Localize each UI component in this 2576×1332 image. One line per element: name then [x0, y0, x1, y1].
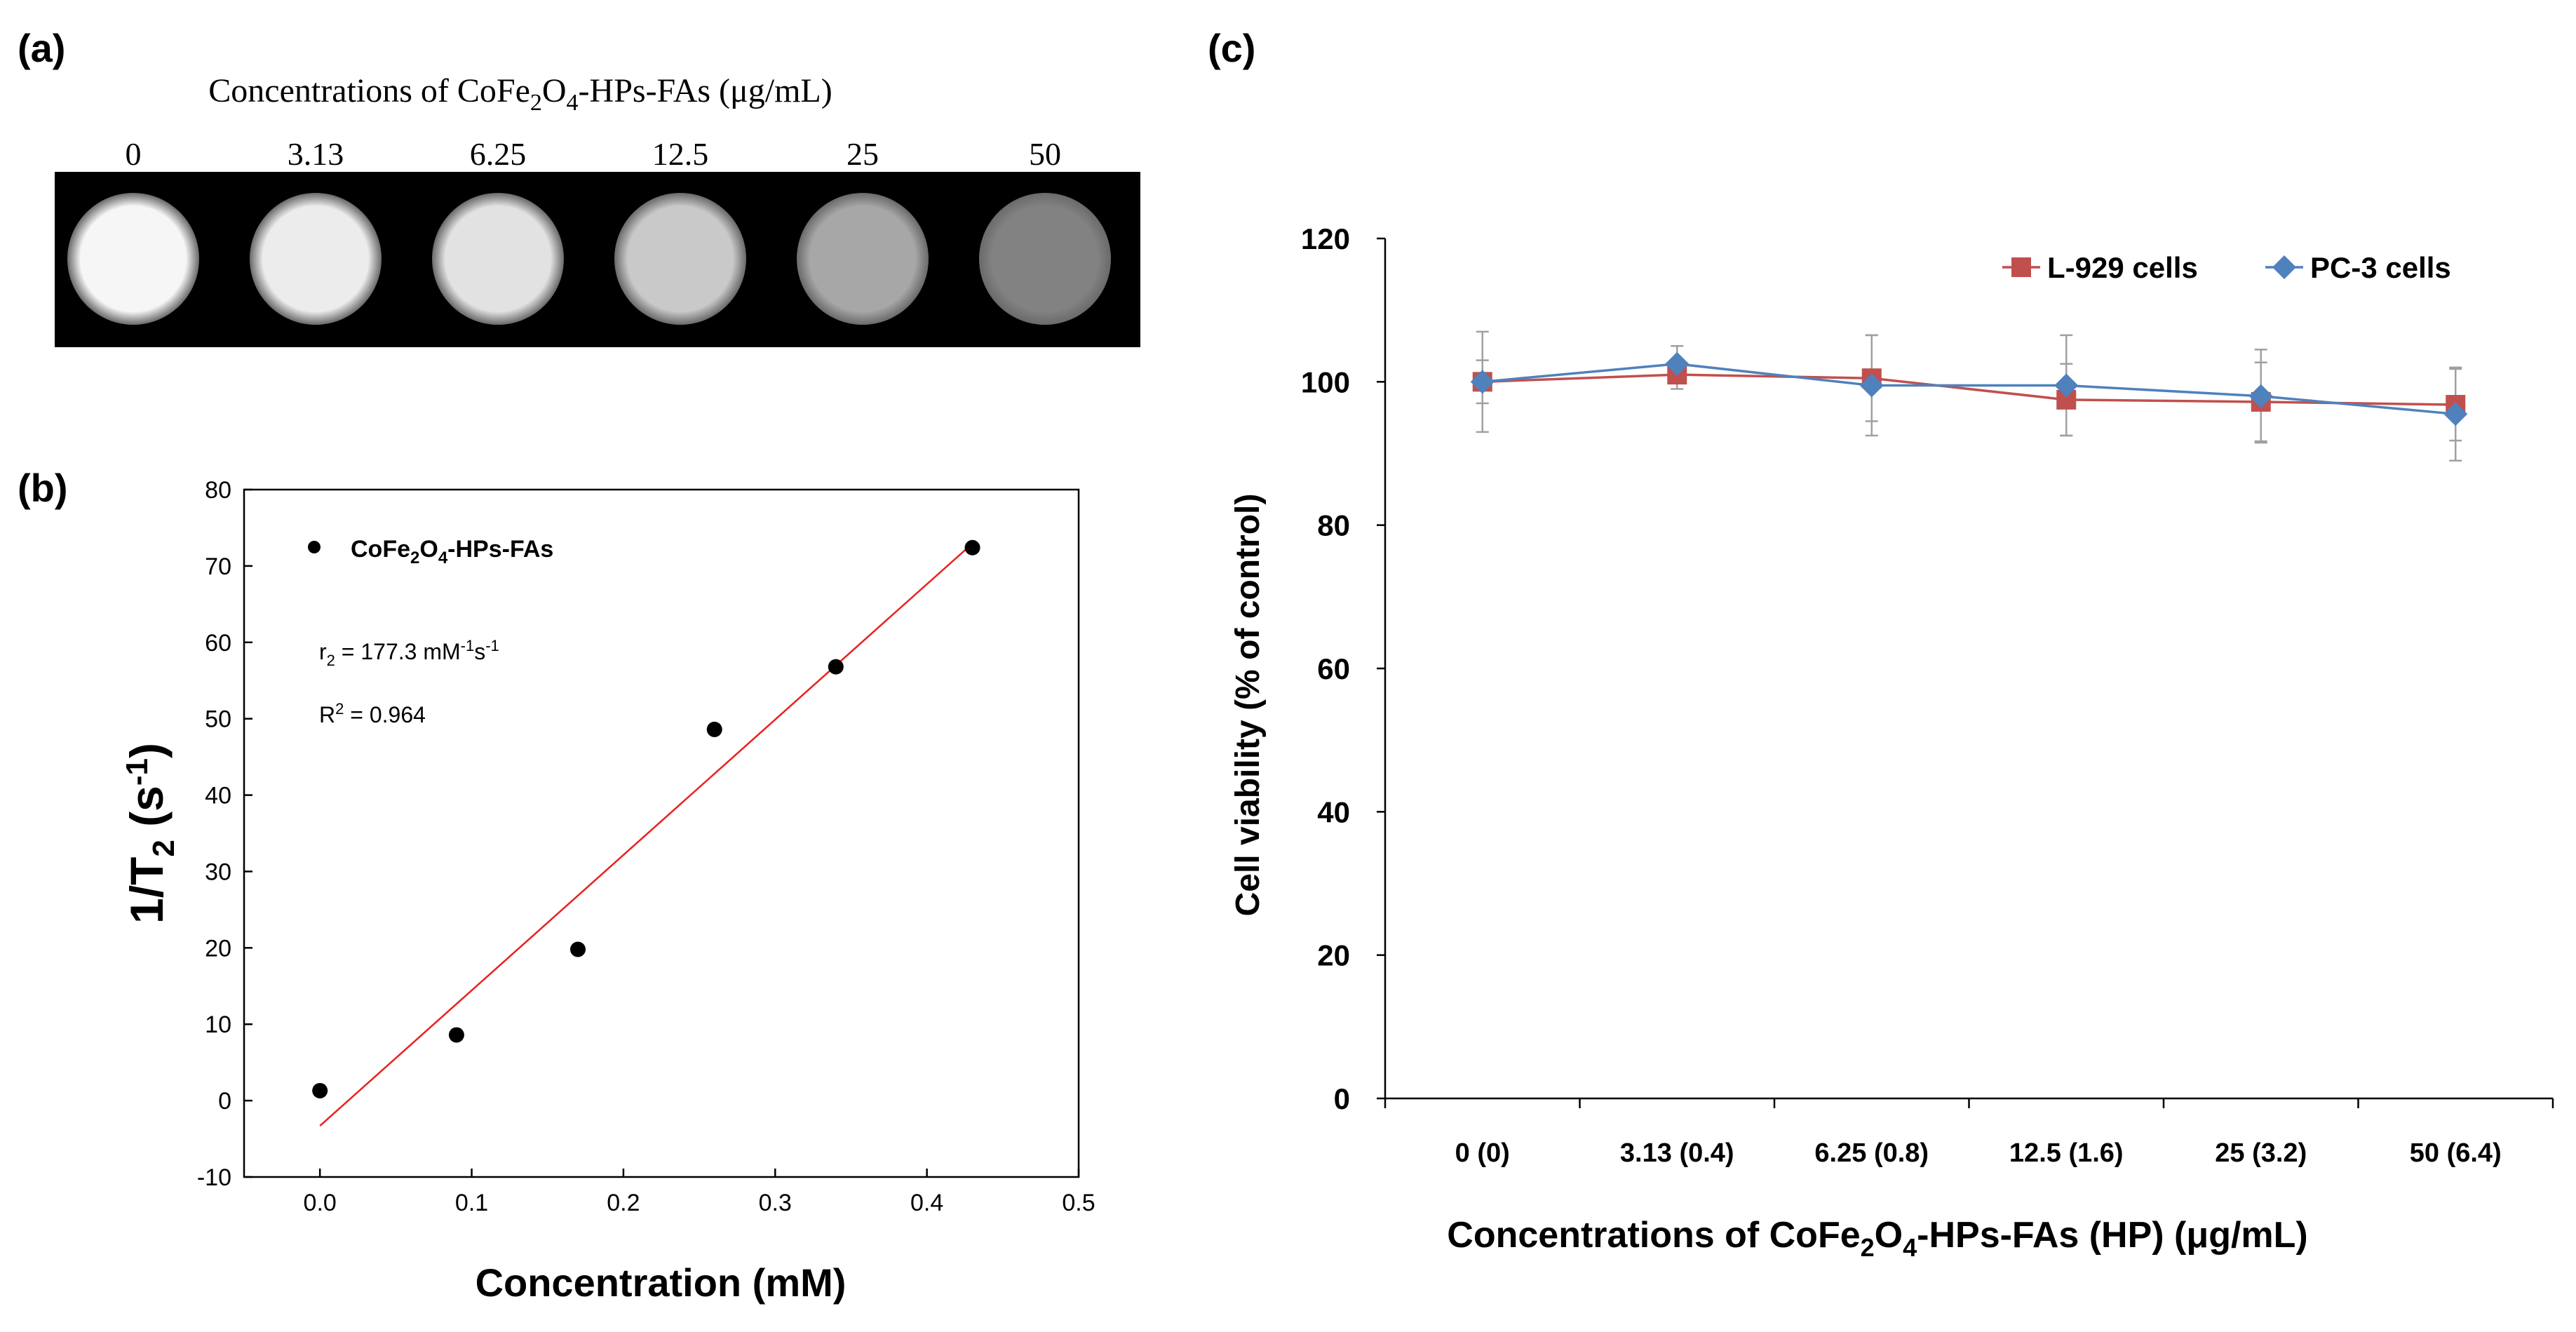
phantom-concentration-labels: 0 3.13 6.25 12.5 25 50	[126, 136, 1062, 172]
mri-phantom-image	[55, 172, 1140, 347]
chart-b-legend-marker	[308, 541, 321, 553]
chart-b-point-2	[570, 941, 586, 957]
chart-b-y-tick-label: 60	[205, 630, 231, 657]
chart-c-y-tick-label: 20	[1317, 939, 1350, 972]
chart-c-y-axis-title: Cell viability (% of control)	[1229, 494, 1267, 917]
chart-b-y-tick-label: 0	[218, 1088, 231, 1115]
panel-b-label: (b)	[18, 466, 68, 510]
chart-c-legend-marker-0	[2011, 257, 2031, 277]
chart-b-fit-line	[319, 542, 973, 1126]
phantom-sample-5	[979, 193, 1111, 325]
chart-b-point-4	[828, 659, 844, 675]
chart-c-y-tick-label: 120	[1301, 222, 1350, 255]
chart-c-line-series-0	[1482, 373, 2456, 406]
chart-b-x-tick-label: 0.5	[1062, 1190, 1095, 1216]
chart-c-legend: L-929 cells PC-3 cells	[2002, 251, 2451, 284]
chart-c-x-tick-label: 50 (6.4)	[2410, 1138, 2502, 1168]
phantom-sample-4	[797, 193, 929, 325]
chart-b-y-tick-label: 80	[205, 477, 231, 504]
chart-c-marker-s1-0	[1470, 370, 1495, 394]
chart-b-y-tick-label: 40	[205, 783, 231, 809]
chart-b-x-tick-label: 0.0	[304, 1190, 337, 1216]
chart-b-y-tick-label: 50	[205, 706, 231, 733]
chart-c-marker-s1-4	[2248, 384, 2273, 408]
chart-b-point-5	[964, 539, 980, 556]
chart-b-x-axis: 0.0 0.1 0.2 0.3 0.4 0.5	[304, 1169, 1095, 1216]
phantom-sample-2	[432, 193, 564, 325]
chart-c-y-tick-label: 40	[1317, 795, 1350, 828]
chart-c-x-axis: 0 (0) 3.13 (0.4) 6.25 (0.8) 12.5 (1.6) 25 (3…	[1384, 1098, 2554, 1168]
chart-c-x-tick-label: 0 (0)	[1455, 1138, 1510, 1168]
chart-c-marker-s1-1	[1665, 351, 1690, 376]
chart-c-x-tick-label: 25 (3.2)	[2215, 1138, 2307, 1168]
chart-b-relaxivity-annotation: r2 = 177.3 mM-1s-1	[319, 637, 499, 669]
chart-c-x-tick-label: 3.13 (0.4)	[1620, 1138, 1734, 1168]
chart-b-point-0	[312, 1082, 328, 1098]
chart-c-legend-marker-1	[2272, 255, 2296, 279]
chart-c-y-tick-label: 0	[1334, 1082, 1350, 1115]
chart-c-y-axis: 0 20 40 60 80 100 120	[1301, 222, 1385, 1115]
chart-b-y-tick-label: 30	[205, 859, 231, 885]
phantom-sample-1	[250, 193, 382, 325]
chart-b-x-tick-label: 0.1	[455, 1190, 488, 1216]
chart-b-data-points	[312, 539, 980, 1098]
chart-b-plot-area	[243, 488, 1080, 1178]
chart-c-y-tick-label: 80	[1317, 509, 1350, 542]
chart-b-y-axis-title: 1/T2 (s-1)	[120, 743, 181, 924]
phantom-label-0: 0	[126, 136, 142, 172]
chart-b-y-tick-label: 70	[205, 553, 231, 580]
chart-c-x-tick-label: 12.5 (1.6)	[2009, 1138, 2124, 1168]
phantom-title: Concentrations of CoFe2O4-HPs-FAs (μg/mL…	[208, 72, 832, 116]
chart-b-x-tick-label: 0.2	[607, 1190, 640, 1216]
chart-b-point-3	[706, 721, 722, 737]
chart-b-x-tick-label: 0.3	[759, 1190, 792, 1216]
panel-a-label: (a)	[18, 26, 65, 70]
phantom-sample-3	[614, 193, 746, 325]
chart-b-relaxivity: 0.0 0.1 0.2 0.3 0.4 0.5 -1001020304050607080 …	[120, 477, 1095, 1305]
phantom-label-2: 6.25	[470, 136, 527, 172]
chart-c-line-series-1	[1482, 363, 2456, 416]
chart-c-cell-viability: 0 20 40 60 80 100 120 0 (0) 3.13 (0.4) 6.25 (0.8…	[1229, 222, 2554, 1262]
chart-c-marker-s1-2	[1859, 373, 1884, 398]
chart-b-y-tick-label: 10	[205, 1011, 231, 1038]
chart-c-legend-label-1: PC-3 cells	[2310, 251, 2451, 284]
panel-c-label: (c)	[1208, 26, 1255, 70]
chart-c-marker-s1-3	[2054, 373, 2079, 398]
phantom-label-5: 50	[1029, 136, 1061, 172]
chart-b-legend-label: CoFe2O4-HPs-FAs	[351, 536, 553, 567]
chart-c-y-tick-label: 100	[1301, 365, 1350, 398]
chart-b-x-tick-label: 0.4	[910, 1190, 943, 1216]
chart-c-series-markers	[1470, 351, 2468, 426]
phantom-label-3: 12.5	[652, 136, 709, 172]
chart-b-x-axis-title: Concentration (mM)	[476, 1260, 847, 1305]
phantom-samples	[67, 193, 1111, 325]
phantom-sample-0	[67, 193, 199, 325]
chart-c-series-lines	[1482, 363, 2456, 416]
chart-b-y-tick-label: 20	[205, 935, 231, 962]
chart-c-marker-s1-5	[2443, 402, 2468, 426]
chart-b-y-tick-label: -10	[197, 1164, 231, 1191]
chart-c-x-axis-title: Concentrations of CoFe2O4-HPs-FAs (HP) (…	[1447, 1215, 2307, 1262]
phantom-label-1: 3.13	[288, 136, 344, 172]
chart-c-y-tick-label: 60	[1317, 652, 1350, 685]
phantom-label-4: 25	[847, 136, 879, 172]
chart-b-point-1	[448, 1027, 464, 1043]
chart-c-error-bars	[1476, 330, 2462, 462]
chart-b-y-axis: -10 0 10 20 30 40 50 60 70 80	[197, 477, 252, 1191]
chart-c-legend-label-0: L-929 cells	[2047, 251, 2198, 284]
chart-b-r-squared-annotation: R2 = 0.964	[319, 700, 426, 727]
chart-c-x-tick-label: 6.25 (0.8)	[1814, 1138, 1929, 1168]
